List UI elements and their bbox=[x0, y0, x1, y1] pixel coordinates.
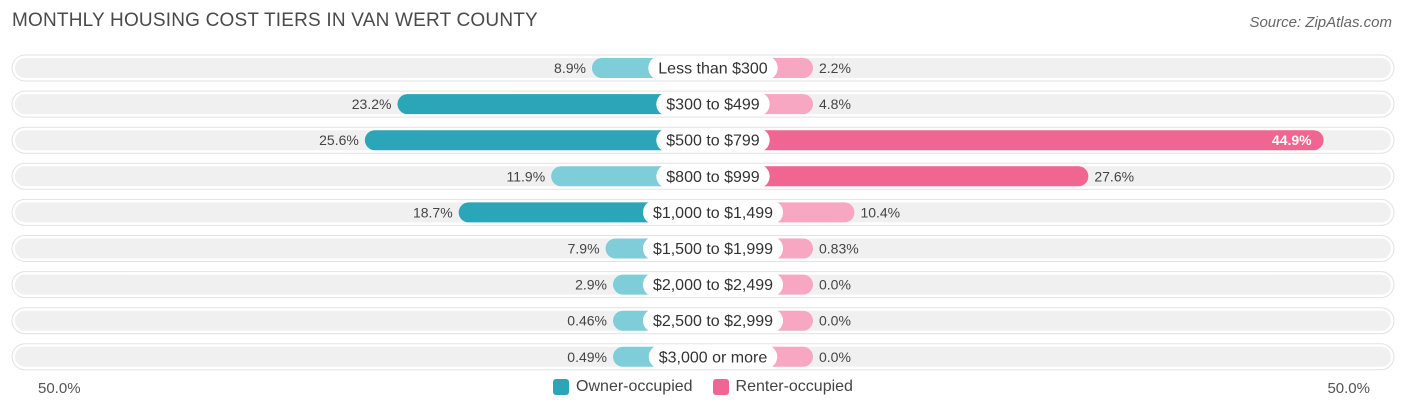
category-label: $800 to $999 bbox=[666, 169, 760, 186]
renter-value-label: 2.2% bbox=[819, 60, 851, 76]
owner-bar bbox=[397, 94, 713, 115]
chart-canvas: Less than $300 8.9% 2.2% $300 to $499 23.2% 4… bbox=[11, 54, 1395, 371]
owner-value-label: 2.9% bbox=[575, 277, 607, 293]
category-pill bbox=[642, 200, 784, 225]
owner-value-label: 7.9% bbox=[568, 241, 600, 257]
owner-value-label: 11.9% bbox=[506, 168, 545, 184]
renter-value-label: 44.9% bbox=[1272, 132, 1312, 148]
owner-value-label: 18.7% bbox=[413, 204, 453, 220]
source-note: Source: ZipAtlas.com bbox=[1249, 14, 1392, 31]
category-pill bbox=[648, 56, 778, 80]
legend-swatch-renter bbox=[712, 379, 729, 395]
category-label: $2,500 to $2,999 bbox=[653, 313, 773, 330]
renter-bar bbox=[713, 130, 1324, 151]
category-pill bbox=[656, 164, 770, 189]
category-pill bbox=[642, 308, 784, 333]
legend-swatch-owner bbox=[553, 379, 570, 395]
owner-value-label: 23.2% bbox=[352, 96, 392, 112]
owner-bar bbox=[364, 130, 713, 151]
category-pill bbox=[642, 236, 784, 261]
axis-left-label: 50.0% bbox=[38, 380, 81, 397]
owner-value-label: 0.46% bbox=[567, 313, 607, 329]
renter-bar bbox=[713, 166, 1089, 187]
category-pill bbox=[648, 344, 778, 369]
category-label: $2,000 to $2,499 bbox=[653, 277, 773, 294]
legend: Owner-occupied Renter-occupied bbox=[0, 378, 1406, 396]
category-pill bbox=[642, 272, 784, 297]
owner-value-label: 8.9% bbox=[554, 60, 586, 76]
legend-item-renter: Renter-occupied bbox=[712, 378, 853, 396]
chart-title: MONTHLY HOUSING COST TIERS IN VAN WERT C… bbox=[12, 10, 538, 31]
owner-value-label: 25.6% bbox=[319, 132, 359, 148]
renter-value-label: 0.0% bbox=[819, 349, 851, 365]
renter-value-label: 0.0% bbox=[819, 313, 851, 329]
category-label: $1,000 to $1,499 bbox=[653, 205, 773, 222]
renter-value-label: 0.83% bbox=[819, 241, 859, 257]
renter-value-label: 10.4% bbox=[860, 204, 900, 220]
category-label: $300 to $499 bbox=[666, 97, 760, 114]
category-label: $500 to $799 bbox=[666, 133, 760, 150]
category-label: $3,000 or more bbox=[659, 349, 768, 366]
legend-item-owner: Owner-occupied bbox=[553, 378, 693, 396]
category-label: Less than $300 bbox=[658, 61, 768, 78]
renter-value-label: 4.8% bbox=[819, 96, 851, 112]
legend-label-owner: Owner-occupied bbox=[576, 378, 693, 395]
category-label: $1,500 to $1,999 bbox=[653, 241, 773, 258]
renter-value-label: 0.0% bbox=[819, 277, 851, 293]
owner-value-label: 0.49% bbox=[567, 349, 607, 365]
axis-right-label: 50.0% bbox=[1327, 380, 1370, 397]
category-pill bbox=[656, 128, 770, 153]
legend-label-renter: Renter-occupied bbox=[735, 378, 853, 395]
renter-value-label: 27.6% bbox=[1094, 168, 1134, 184]
category-pill bbox=[656, 92, 770, 117]
